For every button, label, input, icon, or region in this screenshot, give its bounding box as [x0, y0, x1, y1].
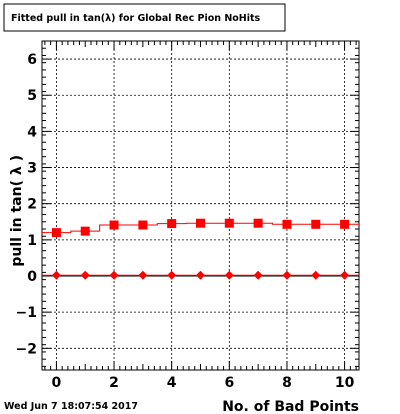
x-tick-label: 4	[167, 375, 177, 391]
timestamp: Wed Jun 7 18:07:54 2017	[4, 401, 138, 412]
data-point-diamond	[340, 270, 350, 280]
data-point-square	[311, 219, 321, 229]
data-point-square	[253, 218, 263, 228]
x-axis-title: No. of Bad Points	[222, 399, 359, 414]
y-tick-label: 3	[27, 161, 37, 177]
data-point-diamond	[224, 270, 234, 280]
x-tick-label: 6	[224, 375, 234, 391]
data-point-diamond	[80, 270, 90, 280]
plot-frame	[41, 40, 360, 371]
data-point-square	[109, 220, 119, 230]
data-point-square	[224, 218, 234, 228]
data-point-diamond	[311, 270, 321, 280]
y-tick-label: 1	[27, 233, 37, 249]
x-tick-label: 0	[52, 375, 62, 391]
y-tick-label: 6	[27, 52, 37, 68]
axes: 0 2 4 6 8 10 −2 −1 0 1 2 3 4 5 6	[16, 41, 359, 391]
series-step-line	[42, 222, 359, 234]
x-tick-label: 2	[109, 375, 119, 391]
y-tick-label: 2	[27, 197, 37, 213]
data-point-diamond	[196, 270, 205, 280]
data-point-diamond	[282, 270, 292, 280]
data-point-square	[138, 220, 148, 230]
data-series	[42, 218, 359, 280]
chart-title-box: Fitted pull in tan(λ) for Global Rec Pio…	[3, 3, 286, 32]
y-tick-label: −1	[16, 305, 37, 321]
chart-title: Fitted pull in tan(λ) for Global Rec Pio…	[11, 13, 261, 24]
grid-lines	[42, 41, 359, 370]
series-diamond	[42, 270, 359, 280]
y-tick-label: −2	[16, 341, 37, 357]
data-point-diamond	[138, 270, 148, 280]
series-square	[42, 218, 359, 238]
data-point-square	[282, 219, 292, 229]
y-tick-label: 0	[27, 269, 37, 285]
data-point-square	[196, 218, 205, 228]
data-point-square	[167, 219, 177, 229]
x-tick-label: 8	[282, 375, 292, 391]
data-point-square	[340, 219, 350, 229]
x-tick-label: 10	[335, 375, 355, 391]
data-point-diamond	[109, 270, 119, 280]
y-tick-label: 5	[27, 88, 37, 104]
data-point-diamond	[253, 270, 263, 280]
data-point-diamond	[51, 270, 61, 280]
data-point-diamond	[167, 270, 177, 280]
y-axis-title: pull in tan( λ )	[9, 155, 25, 267]
data-point-square	[51, 228, 61, 238]
y-tick-label: 4	[27, 124, 37, 140]
data-point-square	[80, 226, 90, 236]
